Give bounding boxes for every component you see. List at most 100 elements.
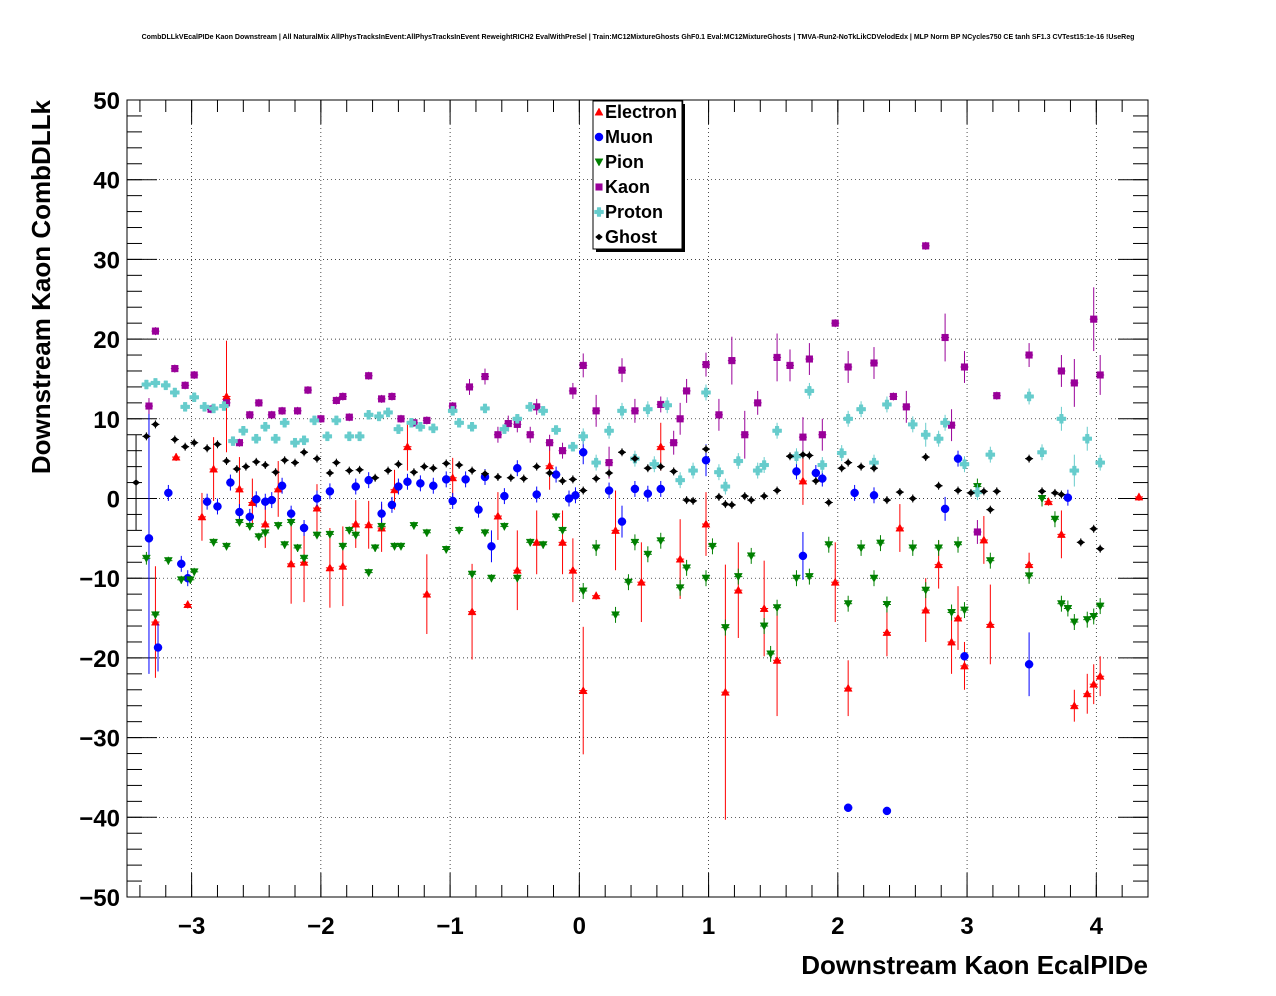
data-point-pion: [260, 528, 270, 538]
marker: [525, 538, 535, 547]
data-point-kaon: [144, 398, 153, 415]
data-point-proton: [406, 418, 417, 428]
data-point-ghost: [605, 469, 614, 477]
marker: [260, 519, 270, 528]
marker: [481, 373, 489, 381]
data-point-kaon: [727, 336, 736, 385]
data-point-kaon: [740, 410, 749, 459]
data-point-electron: [558, 510, 567, 575]
marker: [856, 404, 866, 414]
data-point-proton: [354, 431, 365, 442]
data-point-ghost: [480, 469, 489, 478]
data-point-proton: [309, 415, 320, 426]
legend-marker: [595, 233, 603, 241]
data-point-pion: [947, 604, 956, 621]
data-point-pion: [351, 531, 361, 540]
data-point-kaon: [579, 353, 588, 378]
data-point-pion: [390, 542, 399, 551]
data-point-muon: [177, 555, 186, 572]
data-point-proton: [940, 414, 950, 431]
data-point-proton: [251, 433, 261, 444]
legend-marker: [595, 183, 603, 191]
marker: [882, 399, 892, 410]
marker: [393, 424, 404, 434]
marker: [286, 509, 296, 518]
marker: [773, 353, 781, 361]
data-point-muon: [798, 531, 808, 580]
data-point-ghost: [643, 464, 652, 473]
marker: [1069, 701, 1079, 710]
marker: [676, 415, 684, 423]
marker: [235, 507, 244, 517]
marker: [805, 355, 813, 363]
marker: [746, 552, 756, 561]
legend-entry-kaon: Kaon: [595, 177, 650, 197]
x-tick-label: 4: [1090, 913, 1104, 940]
marker: [251, 495, 261, 504]
marker: [972, 487, 983, 497]
data-point-pion: [1069, 614, 1079, 631]
marker: [365, 372, 373, 380]
data-point-proton: [538, 406, 548, 416]
marker: [605, 459, 613, 467]
marker: [512, 414, 523, 424]
data-point-pion: [1063, 600, 1073, 617]
marker: [454, 418, 464, 428]
data-point-kaon: [170, 364, 179, 373]
marker: [649, 459, 660, 469]
data-point-kaon: [493, 426, 502, 443]
marker: [720, 687, 730, 696]
marker: [870, 464, 878, 472]
data-point-ghost: [895, 488, 904, 497]
marker: [499, 424, 510, 434]
marker: [844, 459, 853, 466]
data-point-proton: [189, 392, 199, 403]
data-point-electron: [1082, 673, 1092, 714]
marker: [416, 479, 425, 488]
marker: [291, 459, 299, 466]
data-point-electron: [591, 591, 601, 600]
marker: [675, 475, 685, 485]
data-point-electron: [798, 457, 808, 505]
marker: [804, 386, 815, 396]
marker: [364, 475, 373, 485]
marker: [374, 411, 384, 422]
data-point-pion: [480, 528, 490, 538]
marker: [1134, 492, 1144, 501]
marker: [481, 470, 489, 478]
marker: [525, 402, 535, 412]
marker: [1056, 529, 1066, 538]
marker: [973, 528, 981, 536]
data-point-ghost: [979, 487, 988, 496]
data-point-ghost: [519, 474, 528, 483]
marker: [177, 559, 186, 569]
data-point-pion: [876, 535, 885, 552]
data-point-muon: [571, 487, 580, 504]
legend-marker: [594, 107, 604, 116]
data-point-ghost: [786, 452, 795, 461]
marker: [960, 363, 969, 371]
data-point-proton: [701, 384, 711, 401]
marker: [947, 637, 956, 646]
data-point-pion: [377, 522, 387, 531]
marker: [733, 573, 743, 582]
marker: [741, 431, 749, 439]
data-point-kaon: [818, 418, 827, 451]
data-point-ghost: [760, 492, 769, 501]
data-point-pion: [792, 570, 801, 587]
marker: [228, 436, 238, 446]
data-point-proton: [331, 415, 342, 426]
marker: [953, 541, 963, 550]
data-point-electron: [979, 516, 989, 564]
marker: [604, 486, 614, 495]
marker: [325, 563, 335, 572]
data-point-pion: [733, 568, 743, 585]
data-point-ghost: [429, 464, 438, 473]
marker: [519, 475, 528, 482]
data-point-muon: [226, 474, 235, 491]
marker: [631, 407, 639, 415]
data-point-kaon: [870, 347, 879, 379]
marker: [189, 392, 199, 403]
marker: [605, 469, 613, 477]
